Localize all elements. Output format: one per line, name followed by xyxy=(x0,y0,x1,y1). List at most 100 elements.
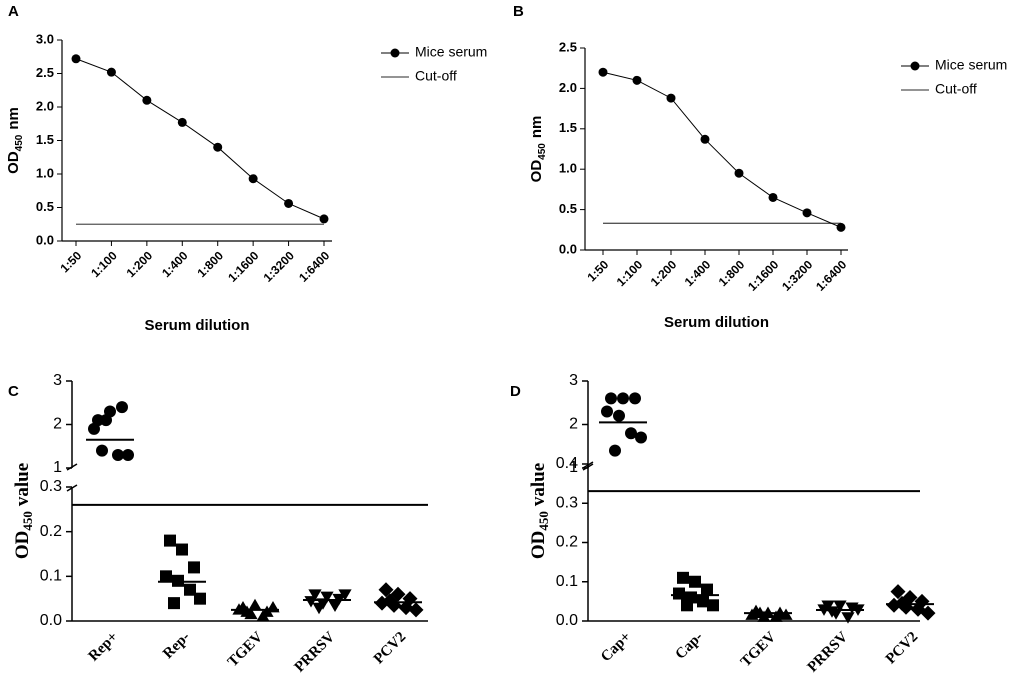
point xyxy=(312,602,326,615)
point xyxy=(677,571,689,584)
point xyxy=(598,67,608,77)
axis-break xyxy=(582,463,594,471)
panel-label: B xyxy=(513,3,524,20)
y-tick-label: 0.4 xyxy=(556,455,578,472)
point xyxy=(164,534,176,547)
y-tick-label: 2 xyxy=(569,416,578,433)
point xyxy=(408,602,424,618)
x-axis-label: Serum dilution xyxy=(145,317,250,334)
point xyxy=(609,444,621,457)
x-tick-label: 1:400 xyxy=(682,257,714,289)
y-tick-label: 0.5 xyxy=(36,199,54,214)
x-tick-label: 1:3200 xyxy=(779,257,816,294)
point xyxy=(613,409,625,422)
point xyxy=(71,54,81,64)
point xyxy=(382,593,398,609)
point xyxy=(320,591,334,604)
y-label-unit: nm xyxy=(528,116,545,139)
point xyxy=(256,609,270,622)
point xyxy=(768,192,778,202)
x-tick-label: TGEV xyxy=(738,629,779,670)
y-tick-label: 2.5 xyxy=(559,39,577,54)
point xyxy=(802,208,812,218)
point xyxy=(184,583,196,596)
point xyxy=(168,597,180,610)
point xyxy=(213,142,223,152)
x-tick-label: 1:1600 xyxy=(225,248,262,285)
y-tick-label: 3.0 xyxy=(36,31,54,46)
point xyxy=(398,600,414,616)
point xyxy=(890,584,906,600)
point xyxy=(673,587,685,600)
point xyxy=(142,95,152,105)
y-tick-label: 0.3 xyxy=(40,478,62,495)
axis-break xyxy=(66,484,78,492)
x-tick-label: PCV2 xyxy=(883,629,921,667)
point xyxy=(681,599,693,612)
series-line xyxy=(75,58,325,220)
y-tick-label: 0.0 xyxy=(556,612,578,629)
x-tick-label: 1:50 xyxy=(57,248,84,275)
y-tick-label: 3 xyxy=(53,372,62,389)
point xyxy=(701,583,713,596)
point xyxy=(177,117,187,127)
y-axis-label: OD450 value xyxy=(12,463,35,559)
point xyxy=(96,444,108,457)
y-tick-label: 1 xyxy=(569,459,578,476)
point xyxy=(240,605,254,617)
axis-break xyxy=(66,463,78,471)
point xyxy=(779,608,793,620)
point xyxy=(635,431,647,444)
point xyxy=(304,596,318,608)
y-tick-label: 0.0 xyxy=(559,241,577,256)
point xyxy=(122,448,134,461)
point xyxy=(697,595,709,608)
point xyxy=(328,600,342,612)
x-tick-label: Cap- xyxy=(673,629,707,663)
y-tick-label: 0.3 xyxy=(556,494,578,511)
point xyxy=(284,198,294,208)
x-tick-label: 1:1600 xyxy=(745,257,782,294)
y-label-unit: value xyxy=(528,463,549,506)
y-tick-label: 0.0 xyxy=(40,612,62,629)
y-label-sub: 450 xyxy=(20,511,35,531)
panel-label: C xyxy=(8,383,19,400)
point xyxy=(378,582,394,598)
y-tick-label: 1 xyxy=(53,459,62,476)
x-tick-label: 1:800 xyxy=(716,257,748,289)
y-label-base: OD xyxy=(528,531,549,560)
y-tick-label: 1.0 xyxy=(36,165,54,180)
point xyxy=(601,405,613,418)
point xyxy=(160,570,172,583)
x-tick-label: 1:400 xyxy=(159,248,191,280)
x-tick-label: Rep+ xyxy=(86,629,122,665)
x-tick-label: Cap+ xyxy=(598,629,634,665)
legend-label: Mice serum xyxy=(415,44,487,60)
point xyxy=(308,589,322,601)
x-tick-label: PRRSV xyxy=(805,629,852,676)
point xyxy=(248,174,258,184)
point xyxy=(625,427,637,440)
y-tick-label: 2.0 xyxy=(36,98,54,113)
x-tick-label: 1:100 xyxy=(88,248,120,280)
y-tick-label: 3 xyxy=(569,372,578,389)
y-tick-label: 0.1 xyxy=(40,568,62,585)
series-line xyxy=(602,71,842,228)
point xyxy=(106,67,116,77)
point xyxy=(632,75,642,85)
point xyxy=(319,214,329,224)
axis-break xyxy=(582,461,594,469)
point xyxy=(100,414,112,427)
legend-label: Mice serum xyxy=(935,57,1007,73)
x-tick-label: TGEV xyxy=(225,629,266,670)
y-label-base: OD xyxy=(12,531,33,560)
y-label-base: OD xyxy=(528,160,545,183)
x-tick-label: 1:200 xyxy=(648,257,680,289)
y-tick-label: 1.5 xyxy=(36,132,54,147)
x-tick-label: 1:6400 xyxy=(813,257,850,294)
point xyxy=(700,134,710,144)
x-tick-label: 1:50 xyxy=(584,257,611,284)
x-tick-label: 1:100 xyxy=(614,257,646,289)
point xyxy=(188,561,200,574)
